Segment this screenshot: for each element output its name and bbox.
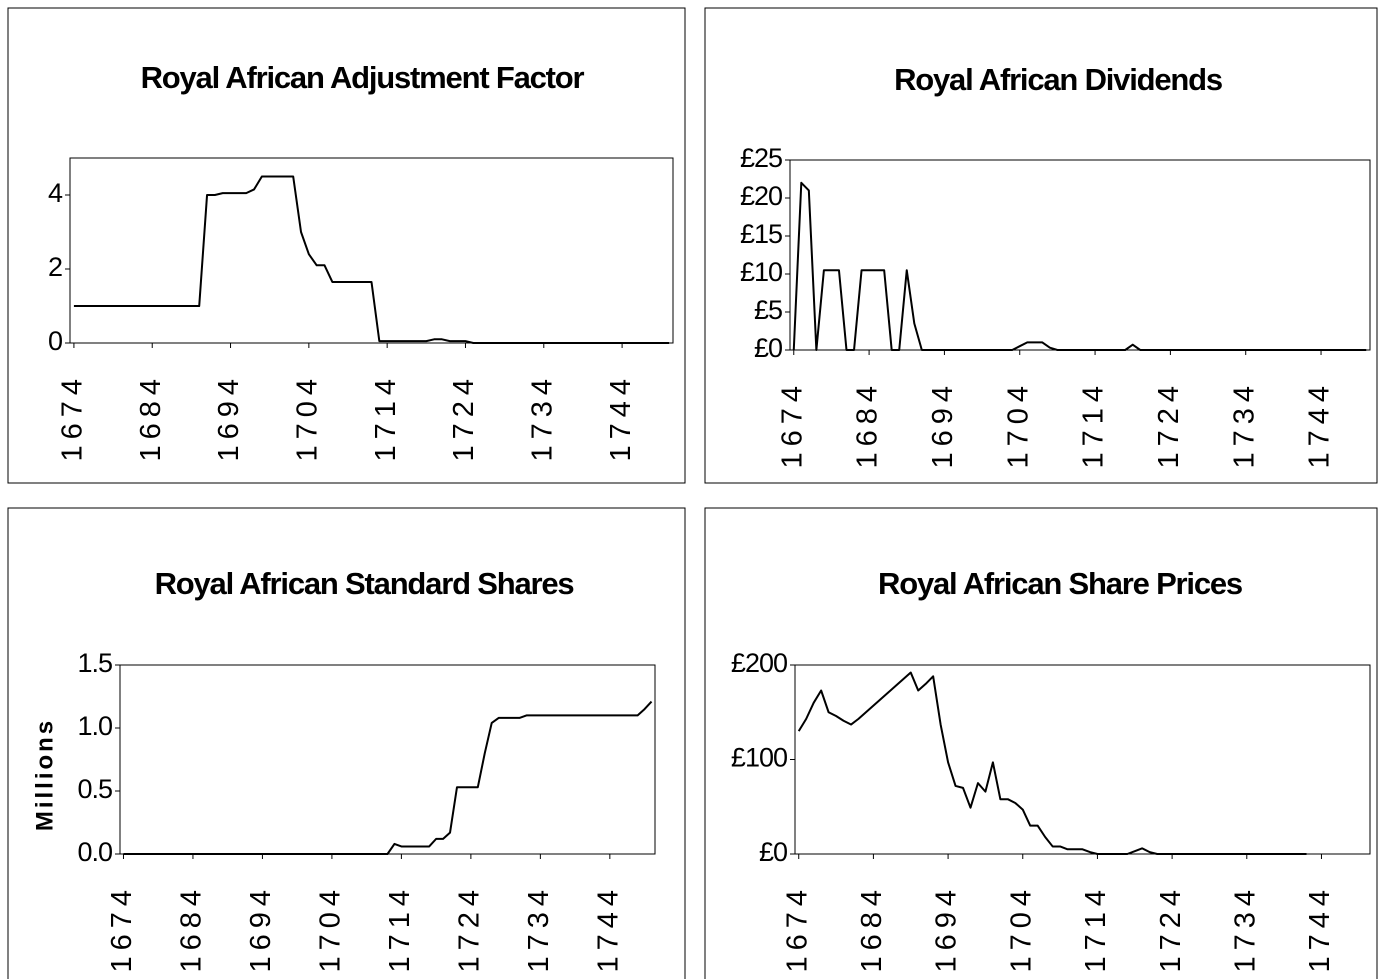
chart-title: Royal African Standard Shares (155, 566, 574, 601)
y-tick-label: 4 (48, 178, 63, 208)
x-tick-label: 1684 (176, 884, 208, 973)
y-tick-label: 0.0 (77, 837, 112, 867)
x-tick-label: 1694 (927, 380, 959, 469)
data-line (792, 181, 1367, 351)
x-tick-label: 1734 (1228, 380, 1260, 469)
y-tick-label: £20 (740, 181, 782, 211)
x-tick-label: 1744 (605, 373, 637, 462)
x-tick-label: 1684 (856, 884, 888, 973)
x-tick-label: 1734 (523, 884, 555, 973)
y-axis-label: Millions (31, 718, 58, 831)
x-tick-label: 1724 (454, 884, 486, 973)
y-tick-label: 0.5 (77, 774, 112, 804)
x-tick-label: 1704 (1002, 380, 1034, 469)
y-tick-label: £0 (754, 333, 782, 363)
y-tick-label: £10 (740, 257, 782, 287)
x-tick-label: 1684 (135, 373, 167, 462)
x-tick-label: 1714 (1080, 884, 1112, 973)
x-tick-label: 1694 (213, 373, 245, 462)
x-tick-label: 1704 (315, 884, 347, 973)
x-tick-label: 1674 (106, 884, 138, 973)
x-tick-label: 1684 (852, 380, 884, 469)
x-tick-label: 1674 (776, 380, 808, 469)
y-tick-label: £0 (759, 837, 787, 867)
x-tick-label: 1704 (1005, 884, 1037, 973)
x-tick-label: 1734 (526, 373, 558, 462)
x-tick-label: 1714 (384, 884, 416, 973)
x-tick-label: 1674 (57, 373, 89, 462)
x-tick-label: 1724 (1155, 884, 1187, 973)
y-tick-label: 1.0 (77, 711, 112, 741)
y-tick-label: £100 (731, 743, 787, 773)
y-tick-label: £200 (731, 648, 787, 678)
x-tick-label: 1744 (1304, 884, 1336, 973)
y-tick-label: 2 (48, 252, 62, 282)
chart-title: Royal African Adjustment Factor (141, 60, 585, 95)
x-tick-label: 1714 (370, 373, 402, 462)
plot-frame (69, 157, 674, 344)
y-tick-label: £5 (754, 295, 782, 325)
y-tick-label: 1.5 (77, 648, 112, 678)
data-line (797, 671, 1307, 855)
chart-title: Royal African Share Prices (878, 566, 1242, 601)
y-tick-label: £25 (740, 143, 782, 173)
data-line (123, 700, 653, 855)
x-tick-label: 1734 (1229, 884, 1261, 973)
panel-border (7, 7, 686, 484)
x-tick-label: 1724 (448, 373, 480, 462)
x-tick-label: 1704 (292, 373, 324, 462)
data-line (73, 175, 670, 344)
y-tick-label: £15 (740, 219, 782, 249)
panel-border (704, 7, 1378, 484)
y-tick-label: 0 (48, 326, 62, 356)
x-tick-label: 1714 (1078, 380, 1110, 469)
panel-border (704, 507, 1378, 979)
x-tick-label: 1694 (245, 884, 277, 973)
x-tick-label: 1724 (1153, 380, 1185, 469)
x-tick-label: 1674 (781, 884, 813, 973)
x-tick-label: 1744 (592, 884, 624, 973)
panel-border (7, 507, 686, 979)
chart-title: Royal African Dividends (894, 62, 1222, 97)
x-tick-label: 1694 (931, 884, 963, 973)
x-tick-label: 1744 (1304, 380, 1336, 469)
